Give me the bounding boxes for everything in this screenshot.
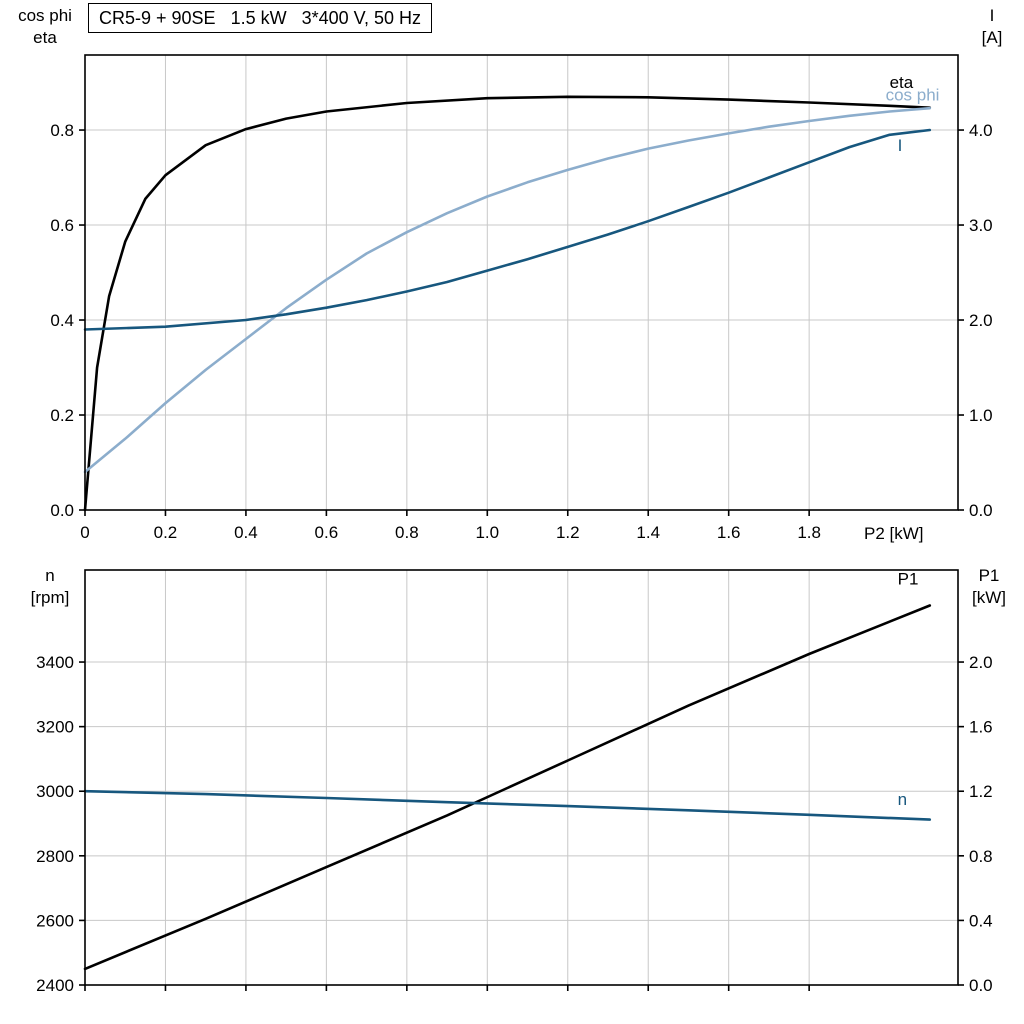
left-tick-label: 3000 xyxy=(36,782,74,801)
right-tick-label: 2.0 xyxy=(969,653,993,672)
left-tick-label: 0.4 xyxy=(50,311,74,330)
x-tick-label: 0.4 xyxy=(234,523,258,542)
x-tick-label: 1.0 xyxy=(475,523,499,542)
left-tick-label: 2400 xyxy=(36,976,74,995)
series-label-n: n xyxy=(898,790,907,809)
left-tick-label: 3400 xyxy=(36,653,74,672)
left-axis-line1: cos phi xyxy=(18,6,72,25)
series-eta-curve xyxy=(83,95,932,512)
right-tick-label: 0.0 xyxy=(969,976,993,995)
right-axis-line1: I xyxy=(989,6,995,25)
top-left-axis-title: cos phi eta xyxy=(4,5,86,49)
series-label-I: I xyxy=(898,136,903,155)
right-tick-label: 0.0 xyxy=(969,501,993,520)
series-label-eta: eta xyxy=(890,73,914,92)
top-right-axis-title: I [A] xyxy=(964,5,1020,49)
power-axis-line2: [kW] xyxy=(972,588,1006,607)
speed-axis-line1: n xyxy=(45,566,55,585)
series-P1-curve xyxy=(83,604,932,971)
right-tick-label: 1.6 xyxy=(969,718,993,737)
x-tick-label: 1.2 xyxy=(556,523,580,542)
left-tick-label: 0.8 xyxy=(50,121,74,140)
right-axis-line2: [A] xyxy=(981,28,1003,47)
series-label-cos-phi: cos phi xyxy=(886,86,940,105)
right-tick-label: 2.0 xyxy=(969,311,993,330)
x-tick-label: 1.6 xyxy=(717,523,741,542)
right-tick-label: 1.2 xyxy=(969,782,993,801)
left-tick-label: 3200 xyxy=(36,718,74,737)
left-tick-label: 0.6 xyxy=(50,216,74,235)
left-tick-label: 2800 xyxy=(36,847,74,866)
x-tick-label: 0 xyxy=(80,523,89,542)
left-tick-label: 0.0 xyxy=(50,501,74,520)
x-tick-label: 0.8 xyxy=(395,523,419,542)
right-tick-label: 0.8 xyxy=(969,847,993,866)
x-tick-label: 0.6 xyxy=(315,523,339,542)
series-label-P1: P1 xyxy=(898,570,919,589)
right-tick-label: 4.0 xyxy=(969,121,993,140)
left-tick-label: 0.2 xyxy=(50,406,74,425)
right-tick-label: 3.0 xyxy=(969,216,993,235)
chart-title-box: CR5-9 + 90SE 1.5 kW 3*400 V, 50 Hz xyxy=(88,3,433,33)
series-cos-phi-curve xyxy=(83,106,932,474)
x-tick-label: 0.2 xyxy=(154,523,178,542)
left-axis-line2: eta xyxy=(33,28,57,47)
speed-input-power-chart: 2400 2600 2800 3000 3200 3400 0.0 0.4 0.8 1.2 1.6 2… xyxy=(36,569,993,995)
bottom-right-axis-title: P1 [kW] xyxy=(958,565,1020,609)
plot-frame xyxy=(84,54,959,511)
right-tick-label: 1.0 xyxy=(969,406,993,425)
x-tick-label: 1.8 xyxy=(797,523,821,542)
right-tick-label: 0.4 xyxy=(969,911,993,930)
x-axis-label: P2 [kW] xyxy=(864,524,924,543)
series-n-curve xyxy=(83,789,932,821)
left-tick-label: 2600 xyxy=(36,911,74,930)
power-axis-line1: P1 xyxy=(978,566,1000,585)
x-tick-label: 1.4 xyxy=(636,523,660,542)
motor-efficiency-current-chart: 0 0.2 0.4 0.6 0.8 1.0 1.2 1.4 1.6 1.8 0.0 0.2 0.4 0.6… xyxy=(50,54,993,542)
speed-axis-line2: [rpm] xyxy=(30,588,70,607)
series-current-curve xyxy=(83,128,932,331)
plot-frame xyxy=(84,569,959,986)
bottom-left-axis-title: n [rpm] xyxy=(10,565,90,609)
